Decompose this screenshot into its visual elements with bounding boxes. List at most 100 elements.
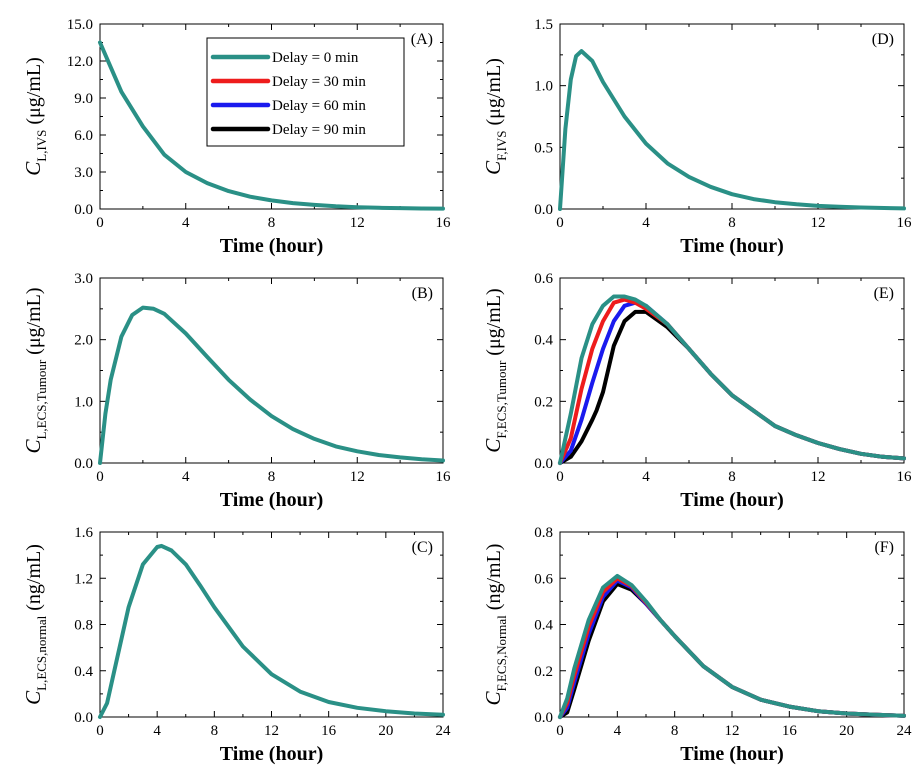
- panel-d: 0 4 8 12 16 0.0 0.5 1.0 1.5 Time (hour) CF,IVS (μg/…: [481, 17, 912, 257]
- x-tick-label: 16: [897, 469, 913, 485]
- panel-label: (C): [412, 539, 433, 556]
- y-tick-label: 1.0: [74, 394, 93, 410]
- y-tick-label: 0.4: [534, 618, 553, 634]
- plot-frame: [559, 531, 905, 718]
- y-tick-label: 6.0: [74, 128, 93, 144]
- y-tick-label: 0.0: [74, 710, 93, 726]
- y-axis-title-unit: (ng/mL): [23, 544, 45, 611]
- x-tick-label: 12: [350, 469, 365, 485]
- series-line-delay-0-min: [98, 305, 445, 465]
- x-tick-label: 20: [378, 723, 393, 739]
- y-axis-title-subscript: L,ECS,normal: [34, 615, 49, 690]
- x-tick-label: 0: [556, 723, 564, 739]
- series-line-delay-30-min: [558, 576, 906, 719]
- series-line-delay-90-min: [558, 582, 906, 719]
- x-tick-label: 4: [642, 215, 650, 231]
- x-tick-label: 8: [268, 215, 276, 231]
- x-tick-label: 16: [436, 469, 452, 485]
- x-axis-title: Time (hour): [680, 235, 784, 257]
- x-tick-label: 20: [839, 723, 854, 739]
- y-axis-title-subscript: L,ECS,Tumour: [34, 359, 49, 439]
- y-axis-title-unit: (ng/mL): [483, 544, 505, 611]
- x-axis-title: Time (hour): [220, 743, 324, 765]
- x-tick-label: 0: [96, 469, 104, 485]
- y-tick-label: 3.0: [74, 271, 93, 287]
- panel-b: 0 4 8 12 16 0.0 1.0 2.0 3.0 Time (hour) CL,ECS,Tum…: [21, 271, 451, 511]
- series-line-delay-90-min: [558, 309, 906, 465]
- x-tick-label: 8: [728, 215, 736, 231]
- y-tick-label: 1.2: [74, 571, 93, 587]
- y-axis-title: CL,ECS,Tumour (μg/mL): [21, 287, 49, 453]
- y-tick-label: 0.4: [534, 333, 553, 349]
- legend: Delay = 0 min Delay = 30 min Delay = 60 mi…: [206, 37, 405, 147]
- x-tick-label: 12: [811, 469, 826, 485]
- x-axis-title: Time (hour): [220, 489, 324, 511]
- x-tick-label: 4: [153, 723, 161, 739]
- y-tick-label: 0.2: [534, 394, 553, 410]
- y-tick-label: 0.0: [534, 202, 553, 218]
- x-tick-label: 16: [436, 215, 452, 231]
- plot-frame: [559, 23, 905, 210]
- y-axis-title: CF,IVS (μg/mL): [481, 58, 509, 175]
- series-line-delay-0-min: [558, 573, 906, 719]
- y-axis-title-symbol: C: [481, 160, 505, 175]
- y-axis-title: CF,ECS,Tumour (μg/mL): [481, 288, 509, 452]
- series-line-delay-0-min: [558, 49, 906, 211]
- y-axis-title: CF,ECS,Normal (ng/mL): [481, 544, 509, 706]
- y-tick-label: 0.0: [74, 456, 93, 472]
- x-axis-title: Time (hour): [220, 235, 324, 257]
- legend-label: Delay = 0 min: [272, 50, 359, 66]
- x-tick-label: 12: [725, 723, 740, 739]
- legend-label: Delay = 60 min: [272, 98, 366, 114]
- y-tick-label: 0.8: [74, 618, 93, 634]
- y-axis-title: CL,IVS (μg/mL): [21, 57, 49, 176]
- y-axis-title-symbol: C: [21, 690, 45, 705]
- y-tick-label: 9.0: [74, 91, 93, 107]
- y-tick-label: 3.0: [74, 165, 93, 181]
- x-tick-label: 12: [264, 723, 279, 739]
- y-axis-title-symbol: C: [481, 438, 505, 453]
- x-axis-title: Time (hour): [680, 489, 784, 511]
- y-axis-title-symbol: C: [21, 439, 45, 454]
- x-tick-label: 16: [321, 723, 337, 739]
- panel-label: (A): [411, 31, 433, 48]
- y-axis-title-unit: (μg/mL): [23, 57, 45, 124]
- x-tick-label: 0: [556, 469, 564, 485]
- y-axis-title-symbol: C: [21, 161, 45, 176]
- y-axis-title-subscript: F,ECS,Tumour: [494, 360, 509, 439]
- series-line-delay-0-min: [98, 543, 445, 719]
- y-tick-label: 0.2: [534, 664, 553, 680]
- x-tick-label: 12: [811, 215, 826, 231]
- x-tick-label: 24: [436, 723, 452, 739]
- y-tick-label: 0.6: [534, 571, 553, 587]
- y-tick-label: 1.6: [74, 525, 93, 541]
- y-tick-label: 0.6: [534, 271, 553, 287]
- plot-frame: [99, 277, 444, 464]
- y-tick-label: 12.0: [67, 54, 93, 70]
- panel-label: (B): [412, 285, 433, 302]
- x-tick-label: 8: [728, 469, 736, 485]
- x-tick-label: 0: [96, 215, 104, 231]
- x-tick-label: 8: [268, 469, 276, 485]
- series-line-delay-60-min: [558, 300, 906, 465]
- y-tick-label: 0.5: [534, 140, 553, 156]
- y-axis-title-subscript: L,IVS: [34, 130, 49, 162]
- panel-label: (F): [874, 539, 894, 556]
- x-tick-label: 0: [556, 215, 564, 231]
- y-axis-title-symbol: C: [481, 690, 505, 705]
- panel-label: (D): [872, 31, 894, 48]
- legend-label: Delay = 30 min: [272, 74, 366, 90]
- x-tick-label: 4: [614, 723, 622, 739]
- y-axis-title-subscript: F,IVS: [494, 130, 509, 160]
- plot-frame: [99, 531, 444, 718]
- x-tick-label: 24: [897, 723, 913, 739]
- panel-e: 0 4 8 12 16 0.0 0.2 0.4 0.6 Time (hour) CF,ECS,Tum…: [481, 271, 912, 511]
- series-line-delay-0-min: [98, 40, 445, 211]
- y-tick-label: 0.0: [534, 456, 553, 472]
- x-tick-label: 4: [182, 215, 190, 231]
- x-tick-label: 4: [642, 469, 650, 485]
- y-tick-label: 0.0: [74, 202, 93, 218]
- y-tick-label: 0.8: [534, 525, 553, 541]
